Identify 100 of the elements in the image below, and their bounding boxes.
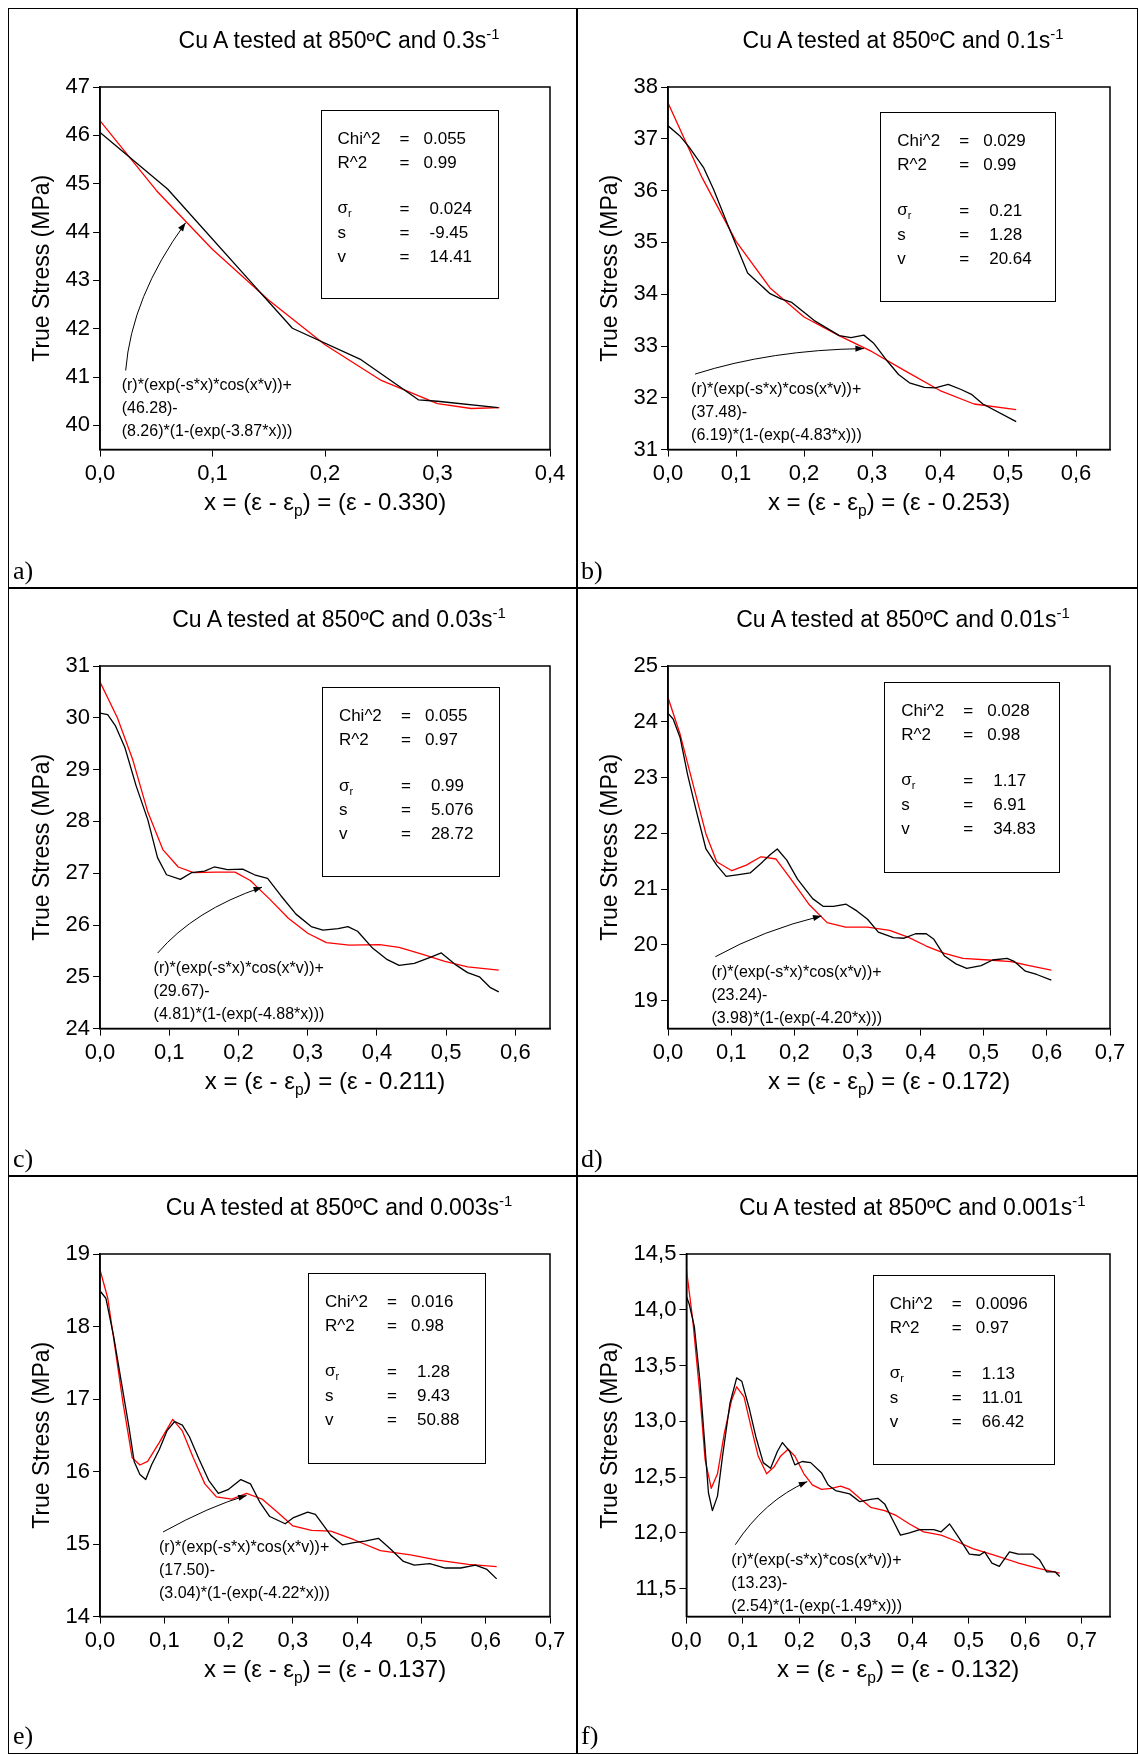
x-tick-label: 0,2 [213, 1626, 244, 1652]
x-tick-label: 0,0 [652, 459, 684, 485]
chart-title: Cu A tested at 850ºC and 0.01s$^{-1}$ [736, 604, 1070, 633]
results-box: Chi^2 = 0.028 R^2 = 0.98 σ$_{r}$ = 1.17 s = 6.91 v = 34.83 [884, 681, 1060, 874]
y-tick-label: 38 [633, 73, 659, 99]
chart-title: Cu A tested at 850ºC and 0.03s$^{-1}$ [172, 604, 506, 633]
y-axis-title: True Stress (MPa) [596, 753, 623, 941]
y-tick-label: 17 [65, 1385, 91, 1411]
x-tick-label: 0,7 [1066, 1626, 1098, 1652]
x-tick-label: 0,2 [223, 1038, 254, 1064]
x-tick-label: 0,5 [406, 1626, 437, 1652]
annotation: (r)*(exp(-s*x)*cos(x*v))+ (17.50)- (3.04)*(1-(exp(-4.22*x))) [159, 1537, 330, 1603]
x-axis-title: x = (ε - ε$_{p}$) = (ε - 0.172) [767, 1066, 1011, 1099]
x-tick-label: 0,1 [149, 1626, 180, 1652]
y-tick-label: 47 [65, 73, 91, 99]
y-tick-label: 18 [65, 1312, 91, 1338]
results-box: Chi^2 = 0.016 R^2 = 0.98 σ$_{r}$ = 1.28 s = 9.43 v = 50.88 [307, 1272, 487, 1464]
x-tick-label: 0,1 [153, 1038, 185, 1064]
y-tick-label: 11,5 [635, 1574, 677, 1600]
annotation: (r)*(exp(-s*x)*cos(x*v))+ (23.24)- (3.98)*(1-(exp(-4.20*x))) [711, 961, 883, 1028]
y-tick-label: 14 [65, 1602, 91, 1628]
y-tick-label: 31 [633, 435, 659, 461]
y-tick-label: 16 [65, 1457, 91, 1483]
y-tick-label: 14,5 [633, 1240, 677, 1266]
x-tick-label: 0,5 [968, 1038, 1000, 1064]
y-tick-label: 43 [65, 266, 91, 292]
y-tick-label: 23 [633, 763, 659, 789]
x-axis-title: x = (ε - ε$_{p}$) = (ε - 0.253) [767, 487, 1011, 520]
y-tick-label: 24 [633, 707, 659, 733]
annotation: (r)*(exp(-s*x)*cos(x*v))+ (13.23)- (2.54)*(1-(exp(-1.49*x))) [731, 1549, 903, 1616]
annotation: (r)*(exp(-s*x)*cos(x*v))+ (46.28)- (8.26)*(1-(exp(-3.87*x))) [121, 375, 293, 442]
x-tick-label: 0,0 [652, 1038, 684, 1064]
x-tick-label: 0,6 [470, 1626, 502, 1652]
x-tick-label: 0,3 [292, 1038, 324, 1064]
x-tick-label: 0,1 [720, 459, 752, 485]
x-tick-label: 0,3 [856, 459, 888, 485]
y-tick-label: 12,0 [633, 1518, 677, 1544]
x-tick-label: 0,7 [1094, 1038, 1126, 1064]
annotation: Chi^2 = 0.055 [337, 128, 467, 149]
x-tick-label: 0,0 [84, 1038, 116, 1064]
x-tick-label: 0,4 [534, 459, 566, 485]
results-box: Chi^2 = 0.055 R^2 = 0.99 σ$_{r}$ = 0.024 s = -9.45 v = 14.41 [320, 109, 499, 300]
x-tick-label: 0,0 [84, 459, 116, 485]
y-tick-label: 28 [65, 807, 91, 833]
y-tick-label: 25 [633, 652, 659, 678]
annotation: (r)*(exp(-s*x)*cos(x*v))+ (29.67)- (4.81)*(1-(exp(-4.88*x))) [153, 958, 325, 1025]
x-tick-label: 0,4 [897, 1626, 928, 1652]
y-axis-title: True Stress (MPa) [596, 1341, 623, 1529]
y-tick-label: 14,0 [633, 1295, 677, 1321]
x-tick-label: 0,1 [727, 1626, 759, 1652]
x-tick-label: 0,1 [715, 1038, 747, 1064]
y-tick-label: 40 [65, 411, 91, 437]
y-tick-label: 32 [633, 383, 659, 409]
text: c) [13, 1144, 34, 1174]
x-tick-label: 0,4 [905, 1038, 936, 1064]
y-tick-label: 31 [65, 652, 91, 678]
y-tick-label: 42 [65, 314, 91, 340]
text: b) [581, 556, 603, 586]
y-tick-label: 29 [65, 755, 91, 781]
x-tick-label: 0,2 [784, 1626, 815, 1652]
y-tick-label: 27 [65, 859, 91, 885]
results-box: Chi^2 = 0.055 R^2 = 0.97 σ$_{r}$ = 0.99 s = 5.076 v = 28.72 [321, 687, 501, 878]
y-tick-label: 41 [65, 363, 91, 389]
x-tick-label: 0,0 [84, 1626, 116, 1652]
y-axis-title: True Stress (MPa) [28, 753, 55, 941]
y-tick-label: 34 [633, 280, 659, 306]
annotation: Chi^2 = 0.029 [897, 131, 1026, 152]
y-tick-label: 22 [633, 819, 659, 845]
annotation: Chi^2 = 0.016 [324, 1291, 454, 1312]
x-tick-label: 0,4 [341, 1626, 373, 1652]
y-tick-label: 19 [633, 986, 659, 1012]
x-tick-label: 0,6 [500, 1038, 531, 1064]
text: f) [581, 1721, 599, 1751]
chart-title: Cu A tested at 850ºC and 0.001s$^{-1}$ [738, 1192, 1086, 1221]
y-tick-label: 36 [633, 176, 659, 202]
x-axis-title: x = (ε - ε$_{p}$) = (ε - 0.137) [203, 1654, 447, 1687]
y-axis-title: True Stress (MPa) [28, 1341, 55, 1529]
results-box: Chi^2 = 0.0096 R^2 = 0.97 σ$_{r}$ = 1.13 s = 11.01 v = 66.42 [872, 1275, 1055, 1466]
y-tick-label: 26 [65, 911, 91, 937]
x-tick-label: 0,5 [992, 459, 1024, 485]
y-tick-label: 19 [65, 1240, 91, 1266]
x-tick-label: 0,4 [361, 1038, 393, 1064]
y-tick-label: 46 [65, 121, 91, 147]
text: d) [581, 1144, 603, 1174]
results-box: Chi^2 = 0.029 R^2 = 0.99 σ$_{r}$ = 0.21 s = 1.28 v = 20.64 [880, 112, 1056, 303]
x-tick-label: 0,6 [1009, 1626, 1041, 1652]
y-axis-title: True Stress (MPa) [28, 174, 55, 362]
x-tick-label: 0,7 [534, 1626, 566, 1652]
x-tick-label: 0,3 [840, 1626, 872, 1652]
y-tick-label: 25 [65, 962, 91, 988]
y-tick-label: 12,5 [633, 1463, 677, 1489]
text: e) [13, 1721, 34, 1751]
x-tick-label: 0,3 [422, 459, 453, 485]
text: a) [13, 556, 34, 586]
chart-title: Cu A tested at 850ºC and 0.1s$^{-1}$ [742, 25, 1064, 54]
y-tick-label: 44 [65, 218, 91, 244]
y-tick-label: 24 [65, 1014, 91, 1040]
annotation: (r)*(exp(-s*x)*cos(x*v))+ (37.48)- (6.19)*(1-(exp(-4.83*x))) [691, 379, 862, 446]
x-tick-label: 0,6 [1031, 1038, 1063, 1064]
y-tick-label: 45 [65, 169, 91, 195]
